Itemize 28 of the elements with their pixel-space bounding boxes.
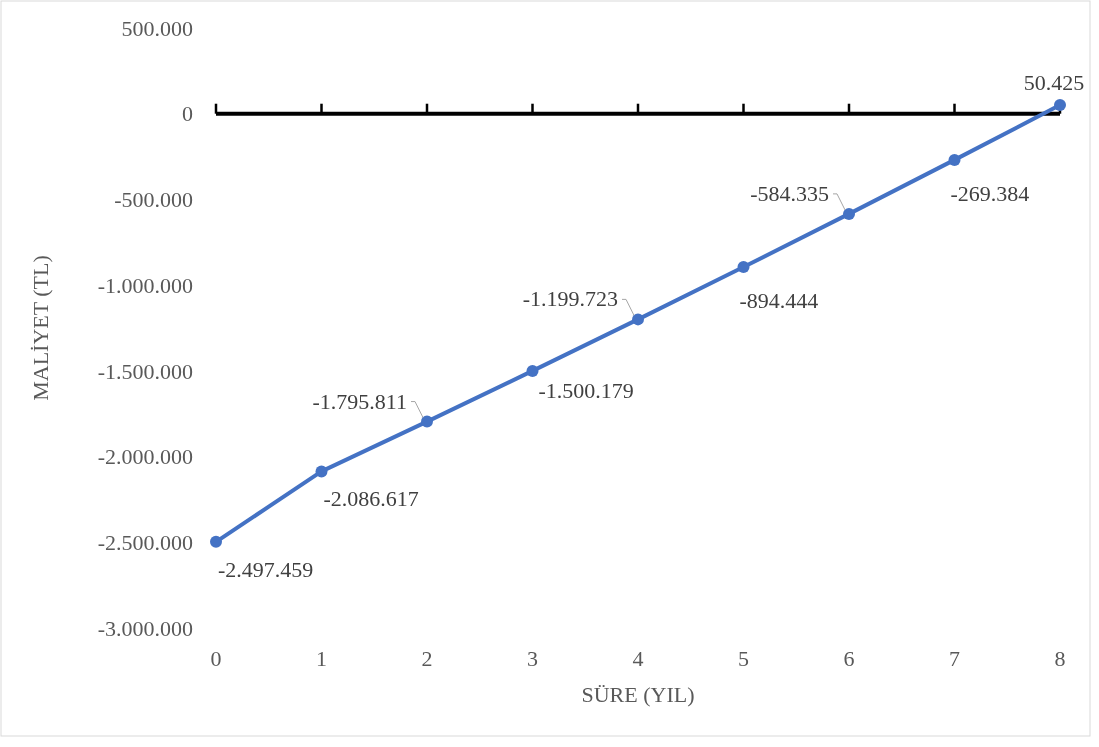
- x-tick-label: 2: [421, 646, 433, 671]
- x-tick-label: 8: [1054, 646, 1066, 671]
- y-tick-label: 500.000: [121, 15, 193, 41]
- y-tick-label: -2.000.000: [97, 444, 193, 470]
- x-tick-label: 3: [527, 646, 538, 671]
- data-label: -1.500.179: [538, 377, 634, 403]
- x-tick-label: 7: [949, 646, 960, 671]
- data-label: -584.335: [750, 180, 829, 206]
- data-label: -2.497.459: [218, 556, 314, 582]
- data-label: -269.384: [950, 180, 1030, 206]
- data-label: -894.444: [739, 288, 819, 314]
- x-tick-label: 1: [316, 646, 327, 671]
- data-label: -1.795.811: [312, 388, 407, 414]
- x-tick-label: 5: [738, 646, 749, 671]
- y-tick-label: 0: [182, 101, 193, 127]
- y-tick-label: -3.000.000: [97, 615, 193, 641]
- x-tick-label: 0: [210, 646, 222, 671]
- y-tick-label: -500.000: [114, 187, 193, 213]
- x-tick-label: 4: [632, 646, 644, 671]
- y-axis-title: MALİYET (TL): [28, 255, 53, 401]
- x-tick-label: 6: [843, 646, 855, 671]
- x-axis-title: SÜRE (YIL): [581, 682, 695, 707]
- data-label: 50.425: [1023, 70, 1085, 96]
- y-tick-label: -2.500.000: [97, 529, 193, 555]
- y-tick-label: -1.500.000: [97, 358, 193, 384]
- y-tick-label: -1.000.000: [97, 272, 193, 298]
- data-label: -2.086.617: [323, 486, 419, 512]
- data-label: -1.199.723: [522, 286, 618, 312]
